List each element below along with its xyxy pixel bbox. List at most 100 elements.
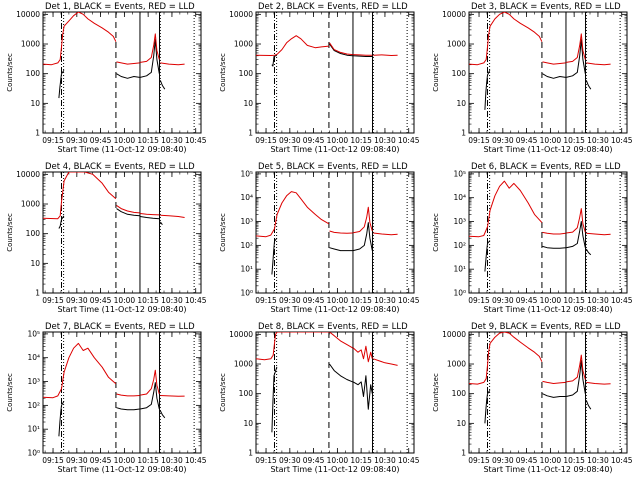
x-tick-label: 10:00 <box>540 136 562 145</box>
y-axis-label: Counts/sec <box>6 53 14 92</box>
y-tick-label: 10² <box>27 401 40 410</box>
x-tick-label: 09:30 <box>279 296 301 305</box>
x-tick-label: 09:15 <box>42 296 64 305</box>
events-line <box>116 73 140 79</box>
x-tick-label: 10:30 <box>587 136 609 145</box>
y-tick-label: 1000 <box>447 40 466 49</box>
y-tick-label: 10¹ <box>453 265 466 274</box>
lld-line <box>116 393 140 397</box>
lld-line <box>373 232 398 236</box>
events-line <box>566 221 586 249</box>
lld-line <box>353 206 373 234</box>
y-tick-label: 1 <box>35 289 40 298</box>
x-tick-label: 09:45 <box>303 456 325 465</box>
chart-title: Det 5, BLACK = Events, RED = LLD <box>258 162 408 172</box>
events-line <box>566 360 586 397</box>
y-tick-label: 10² <box>453 241 466 250</box>
x-tick-label: 10:15 <box>350 296 372 305</box>
events-line <box>271 55 278 67</box>
events-line <box>585 400 592 410</box>
y-tick-label: 10¹ <box>240 265 253 274</box>
x-tick-label: 10:45 <box>611 296 633 305</box>
x-tick-label: 09:15 <box>468 456 490 465</box>
y-axis-label: Counts/sec <box>432 373 440 412</box>
x-tick-label: 10:45 <box>185 456 207 465</box>
y-axis-label: Counts/sec <box>219 213 227 252</box>
x-tick-label: 10:15 <box>137 296 159 305</box>
x-axis-label: Start Time (11-Oct-12 09:08:40) <box>483 145 612 154</box>
events-line <box>542 73 566 79</box>
x-tick-label: 10:30 <box>374 456 396 465</box>
x-tick-label: 09:30 <box>492 296 514 305</box>
y-tick-label: 10000 <box>229 10 253 19</box>
y-tick-label: 1 <box>248 129 253 138</box>
events-line <box>484 70 491 110</box>
x-tick-label: 10:45 <box>611 136 633 145</box>
chart-panel-3: Det 3, BLACK = Events, RED = LLD 1 10 100 10… <box>432 2 633 154</box>
y-tick-label: 10¹ <box>27 425 40 434</box>
lld-line <box>256 191 330 238</box>
series-group <box>256 35 398 67</box>
lld-line <box>373 54 398 56</box>
series-group <box>43 12 185 99</box>
x-tick-label: 09:45 <box>90 136 112 145</box>
lld-line <box>329 230 353 234</box>
x-axis-label: Start Time (11-Oct-12 09:08:40) <box>57 145 186 154</box>
x-tick-label: 10:45 <box>398 136 420 145</box>
x-tick-label: 09:45 <box>516 296 538 305</box>
x-tick-label: 10:45 <box>185 296 207 305</box>
x-tick-label: 09:30 <box>279 456 301 465</box>
x-tick-label: 10:45 <box>398 456 420 465</box>
events-line <box>352 375 373 410</box>
y-tick-label: 100 <box>239 69 254 78</box>
y-tick-label: 10⁵ <box>27 329 40 338</box>
lld-line <box>469 180 543 238</box>
x-tick-label: 10:30 <box>587 456 609 465</box>
events-line <box>140 382 160 410</box>
lld-line <box>329 42 353 56</box>
events-line <box>271 237 278 275</box>
y-tick-label: 1000 <box>234 40 253 49</box>
y-tick-label: 10000 <box>442 330 466 339</box>
lld-line <box>352 345 373 363</box>
y-axis-label: Counts/sec <box>6 213 14 252</box>
lld-line <box>566 33 586 63</box>
chart-panel-6: Det 6, BLACK = Events, RED = LLD 10⁰ 10¹ 10… <box>432 162 633 314</box>
lld-line <box>542 380 566 384</box>
x-axis-label: Start Time (11-Oct-12 09:08:40) <box>483 305 612 314</box>
chart-panel-2: Det 2, BLACK = Events, RED = LLD 1 10 100 10… <box>219 2 420 154</box>
x-tick-label: 10:30 <box>374 136 396 145</box>
y-tick-label: 10⁵ <box>453 169 466 178</box>
x-tick-label: 09:30 <box>66 296 88 305</box>
y-tick-label: 10³ <box>453 217 466 226</box>
plot-frame <box>42 331 202 454</box>
y-tick-label: 10 <box>30 259 40 268</box>
x-tick-label: 09:45 <box>303 136 325 145</box>
series-group <box>469 332 611 424</box>
y-tick-label: 1000 <box>21 40 40 49</box>
y-tick-label: 10⁴ <box>453 193 466 202</box>
chart-title: Det 4, BLACK = Events, RED = LLD <box>45 162 195 172</box>
events-line <box>58 400 65 437</box>
chart-title: Det 1, BLACK = Events, RED = LLD <box>45 2 195 12</box>
lld-line <box>542 61 566 65</box>
x-axis-label: Start Time (11-Oct-12 09:08:40) <box>483 465 612 474</box>
lld-line <box>256 35 329 56</box>
y-tick-label: 1 <box>461 449 466 458</box>
chart-panel-5: Det 5, BLACK = Events, RED = LLD 10⁰ 10¹ 10… <box>219 162 420 314</box>
events-line <box>484 390 491 424</box>
y-tick-label: 10⁰ <box>27 449 40 458</box>
events-line <box>542 245 566 249</box>
x-tick-label: 10:30 <box>161 456 183 465</box>
x-tick-label: 10:15 <box>137 456 159 465</box>
x-tick-label: 10:15 <box>563 456 585 465</box>
lld-line <box>43 172 117 220</box>
x-tick-label: 09:45 <box>516 456 538 465</box>
events-line <box>585 248 592 256</box>
y-axis-label: Counts/sec <box>6 373 14 412</box>
events-line <box>542 393 566 398</box>
x-tick-label: 10:30 <box>587 296 609 305</box>
series-group <box>256 191 398 275</box>
y-tick-label: 10⁴ <box>27 353 40 362</box>
